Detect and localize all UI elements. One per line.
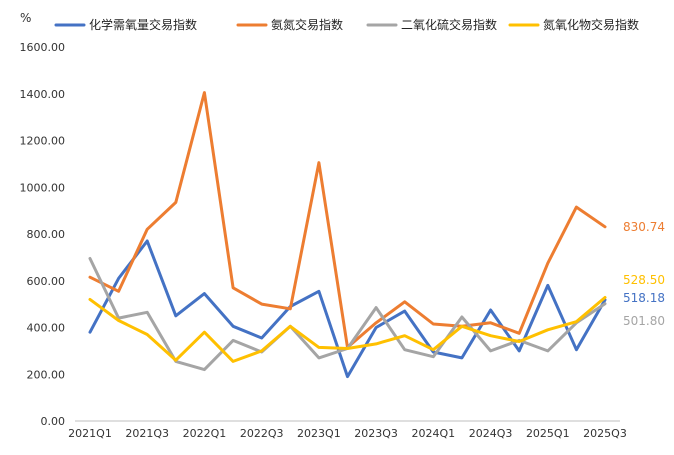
- legend-label: 氨氮交易指数: [271, 17, 343, 32]
- x-tick-label: 2025Q3: [583, 427, 627, 440]
- series-line: [88, 91, 607, 349]
- x-tick-label: 2023Q1: [297, 427, 341, 440]
- legend-label: 化学需氧量交易指数: [89, 17, 197, 32]
- y-tick-label: 200.00: [27, 368, 66, 381]
- data-label: 518.18: [623, 291, 665, 305]
- x-tick-label: 2021Q3: [125, 427, 169, 440]
- x-tick-label: 2024Q3: [469, 427, 513, 440]
- data-label: 501.80: [623, 314, 665, 328]
- data-label: 830.74: [623, 220, 665, 234]
- x-tick-label: 2025Q1: [526, 427, 570, 440]
- x-tick-label: 2024Q1: [412, 427, 456, 440]
- y-tick-label: 0.00: [41, 415, 66, 428]
- x-axis: 2021Q1 2021Q3 2022Q1 2022Q3 2023Q1 2023Q3 2024…: [68, 420, 627, 440]
- y-tick-label: 800.00: [27, 228, 66, 241]
- y-tick-label: 1600.00: [20, 41, 66, 54]
- legend-label: 氮氧化物交易指数: [543, 17, 639, 32]
- y-tick-label: 1400.00: [20, 88, 66, 101]
- x-tick-label: 2022Q1: [183, 427, 227, 440]
- y-tick-label: 600.00: [27, 275, 66, 288]
- legend: 化学需氧量交易指数 氨氮交易指数 二氧化硫交易指数 氮氧化物交易指数: [54, 17, 639, 32]
- data-label: 528.50: [623, 273, 665, 287]
- y-tick-label: 400.00: [27, 322, 66, 335]
- y-tick-label: 1000.00: [20, 181, 66, 194]
- x-tick-label: 2021Q1: [68, 427, 112, 440]
- x-tick-label: 2023Q3: [354, 427, 398, 440]
- x-tick-label: 2022Q3: [240, 427, 284, 440]
- series-line: [88, 296, 607, 363]
- y-axis: 0.00 200.00 400.00 600.00 800.00 1000.00 1200.…: [20, 41, 66, 428]
- y-unit-label: %: [20, 11, 31, 25]
- end-labels: 518.18 830.74 501.80 528.50: [623, 220, 665, 328]
- y-tick-label: 1200.00: [20, 135, 66, 148]
- plot-area: [88, 91, 607, 379]
- legend-label: 二氧化硫交易指数: [401, 17, 497, 32]
- series-line: [88, 239, 607, 379]
